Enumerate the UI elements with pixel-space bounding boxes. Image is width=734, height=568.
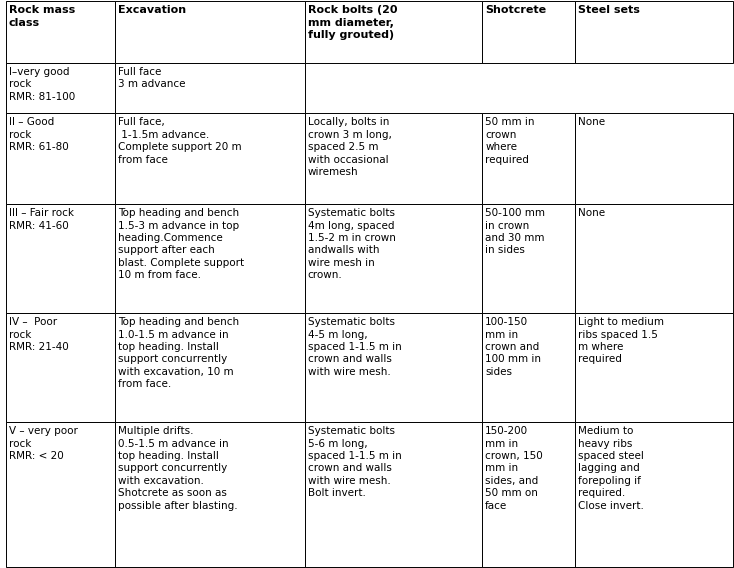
Text: V – very poor
rock
RMR: < 20: V – very poor rock RMR: < 20 [9,426,78,461]
Text: Full face,
 1-1.5m advance.
Complete support 20 m
from face: Full face, 1-1.5m advance. Complete supp… [117,118,241,165]
Text: None: None [578,208,605,218]
Bar [6,314,115,422]
Bar [305,1,482,63]
Bar [575,422,733,567]
Text: III – Fair rock
RMR: 41-60: III – Fair rock RMR: 41-60 [9,208,74,231]
Bar [482,1,575,63]
Bar [305,314,482,422]
Bar [305,114,482,204]
Text: Locally, bolts in
crown 3 m long,
spaced 2.5 m
with occasional
wiremesh: Locally, bolts in crown 3 m long, spaced… [308,118,391,177]
Bar [6,63,115,114]
Text: II – Good
rock
RMR: 61-80: II – Good rock RMR: 61-80 [9,118,68,152]
Bar [305,204,482,314]
Text: Rock mass
class: Rock mass class [9,5,75,27]
Text: Rock bolts (20
mm diameter,
fully grouted): Rock bolts (20 mm diameter, fully groute… [308,5,397,40]
Bar [482,114,575,204]
Text: 50-100 mm
in crown
and 30 mm
in sides: 50-100 mm in crown and 30 mm in sides [485,208,545,256]
Text: Light to medium
ribs spaced 1.5
m where
required: Light to medium ribs spaced 1.5 m where … [578,318,664,365]
Bar [575,114,733,204]
Text: Systematic bolts
4m long, spaced
1.5-2 m in crown
andwalls with
wire mesh in
cro: Systematic bolts 4m long, spaced 1.5-2 m… [308,208,396,280]
Text: 150-200
mm in
crown, 150
mm in
sides, and
50 mm on
face: 150-200 mm in crown, 150 mm in sides, an… [485,426,543,511]
Bar [115,1,305,63]
Text: 50 mm in
crown
where
required: 50 mm in crown where required [485,118,534,165]
Bar [115,114,305,204]
Bar [482,314,575,422]
Bar [6,422,115,567]
Bar [115,314,305,422]
Text: 100-150
mm in
crown and
100 mm in
sides: 100-150 mm in crown and 100 mm in sides [485,318,541,377]
Bar [482,422,575,567]
Text: Top heading and bench
1.0-1.5 m advance in
top heading. Install
support concurre: Top heading and bench 1.0-1.5 m advance … [117,318,239,389]
Bar [6,204,115,314]
Bar [115,63,305,114]
Bar [115,204,305,314]
Bar [305,422,482,567]
Text: Full face
3 m advance: Full face 3 m advance [117,67,185,89]
Text: None: None [578,118,605,127]
Bar [115,422,305,567]
Text: Multiple drifts.
0.5-1.5 m advance in
top heading. Install
support concurrently
: Multiple drifts. 0.5-1.5 m advance in to… [117,426,237,511]
Text: Systematic bolts
5-6 m long,
spaced 1-1.5 m in
crown and walls
with wire mesh.
B: Systematic bolts 5-6 m long, spaced 1-1.… [308,426,401,498]
Text: Medium to
heavy ribs
spaced steel
lagging and
forepoling if
required.
Close inve: Medium to heavy ribs spaced steel laggin… [578,426,644,511]
Text: Shotcrete: Shotcrete [485,5,546,15]
Bar [482,204,575,314]
Bar [6,1,115,63]
Bar [575,314,733,422]
Text: Steel sets: Steel sets [578,5,640,15]
Text: I–very good
rock
RMR: 81-100: I–very good rock RMR: 81-100 [9,67,75,102]
Text: Systematic bolts
4-5 m long,
spaced 1-1.5 m in
crown and walls
with wire mesh.: Systematic bolts 4-5 m long, spaced 1-1.… [308,318,401,377]
Bar [575,1,733,63]
Text: IV –  Poor
rock
RMR: 21-40: IV – Poor rock RMR: 21-40 [9,318,68,352]
Text: Excavation: Excavation [117,5,186,15]
Bar [6,114,115,204]
Bar [575,204,733,314]
Text: Top heading and bench
1.5-3 m advance in top
heading.Commence
support after each: Top heading and bench 1.5-3 m advance in… [117,208,244,280]
